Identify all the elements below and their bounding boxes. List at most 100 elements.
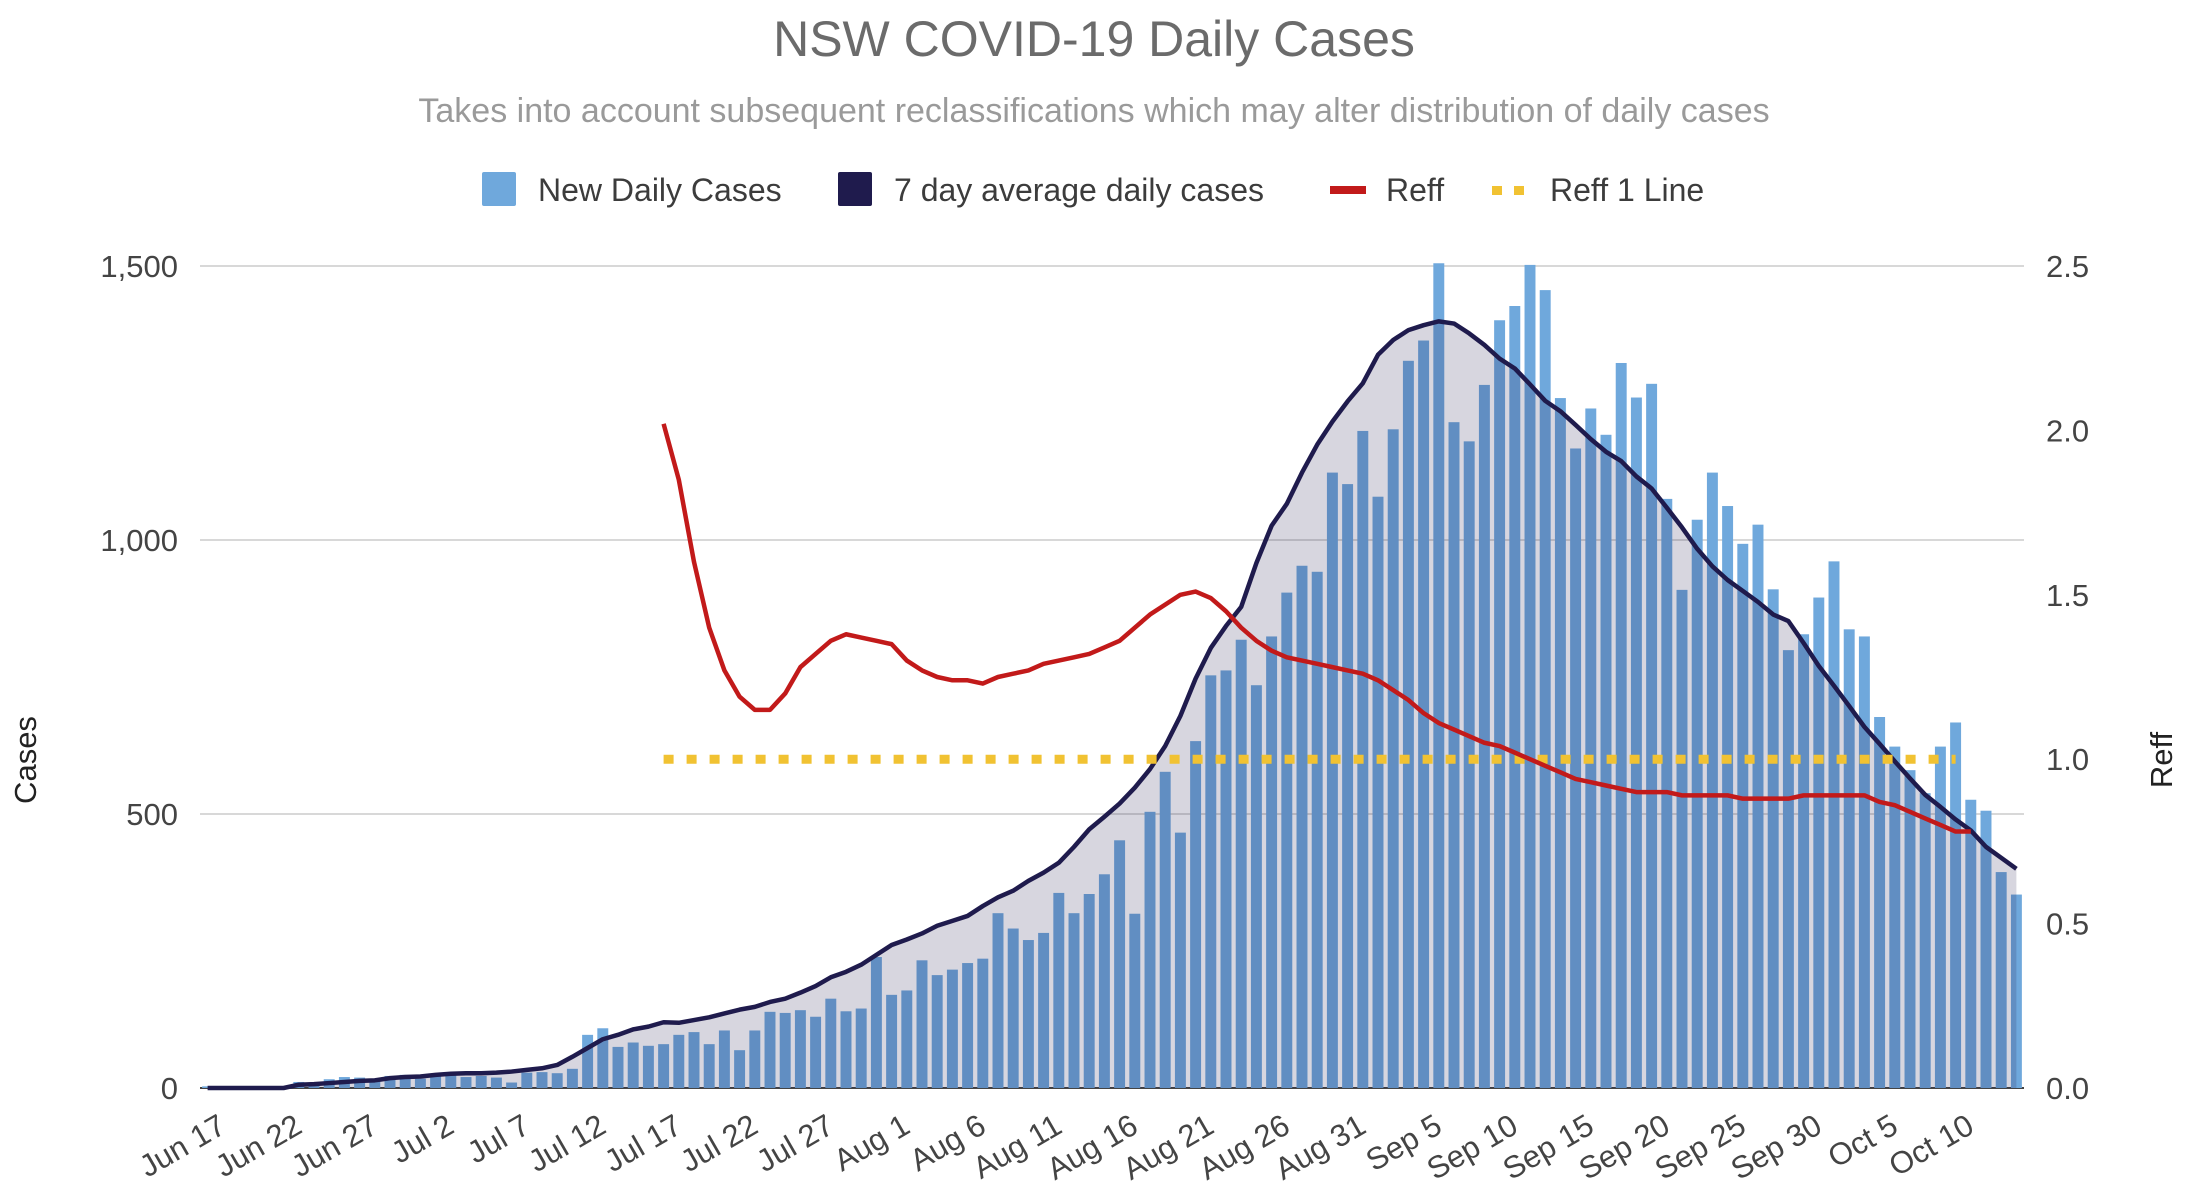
bar-day-72 — [1296, 565, 1308, 1088]
average-area-fill — [207, 321, 2017, 1088]
bar-day-115 — [1950, 722, 1962, 1088]
bar-day-67 — [1220, 670, 1232, 1088]
bar-day-81 — [1433, 263, 1445, 1088]
bar-day-86 — [1509, 306, 1521, 1088]
bar-day-66 — [1205, 675, 1217, 1088]
bar-day-109 — [1858, 636, 1870, 1088]
average-area — [207, 321, 2017, 1088]
bar-day-23 — [551, 1073, 563, 1088]
bar-day-103 — [1767, 589, 1779, 1088]
legend-label-new-daily-cases: New Daily Cases — [538, 172, 782, 208]
legend: New Daily Cases 7 day average daily case… — [482, 172, 1704, 208]
y2-tick-label: 2.0 — [2046, 413, 2089, 448]
bar-day-94 — [1630, 397, 1642, 1088]
bar-day-117 — [1980, 810, 1992, 1088]
bar-day-77 — [1372, 496, 1384, 1088]
bar-day-59 — [1098, 874, 1110, 1088]
legend-swatch-reff-1-line-dot-1 — [1492, 186, 1502, 195]
bar-day-118 — [1995, 872, 2007, 1088]
x-tick-label: Jun 17 — [133, 1107, 231, 1184]
bar-day-13 — [399, 1074, 411, 1088]
bar-day-112 — [1904, 770, 1916, 1088]
bar-day-54 — [1022, 940, 1034, 1088]
bar-day-49 — [946, 969, 958, 1088]
bar-day-37 — [764, 1011, 776, 1088]
x-tick-label: Jul 7 — [461, 1107, 535, 1170]
bar-day-55 — [1038, 932, 1050, 1088]
bar-day-101 — [1737, 543, 1749, 1088]
bar-day-73 — [1311, 571, 1323, 1088]
bar-day-105 — [1798, 634, 1810, 1088]
bar-day-53 — [1007, 928, 1019, 1088]
bar-day-11 — [369, 1079, 381, 1088]
line-reff — [661, 423, 1971, 834]
bar-day-90 — [1570, 448, 1582, 1088]
bar-day-95 — [1646, 383, 1658, 1088]
bar-day-56 — [1053, 892, 1065, 1088]
line-7-day-average — [207, 319, 2018, 1091]
bar-day-19 — [490, 1077, 502, 1088]
bar-day-20 — [506, 1082, 518, 1088]
y-axis-label: Cases — [8, 716, 43, 804]
y2-tick-label: 0.5 — [2046, 907, 2089, 942]
bar-day-48 — [931, 975, 943, 1088]
bar-day-62 — [1144, 811, 1156, 1088]
bar-day-68 — [1235, 639, 1247, 1088]
y-tick-label: 1,500 — [100, 249, 178, 284]
bar-day-99 — [1706, 472, 1718, 1088]
y2-axis-label: Reff — [2144, 731, 2179, 788]
bar-day-65 — [1190, 741, 1202, 1088]
legend-swatch-reff-1-line-dot-2 — [1514, 186, 1524, 195]
bar-day-119 — [2010, 894, 2022, 1088]
bar-day-63 — [1159, 771, 1171, 1088]
bar-day-75 — [1342, 484, 1354, 1088]
legend-label-reff: Reff — [1386, 172, 1444, 208]
chart-title: NSW COVID-19 Daily Cases — [773, 11, 1415, 67]
legend-swatch-reff — [1330, 186, 1366, 194]
bar-day-91 — [1585, 408, 1597, 1089]
legend-label-7-day-average: 7 day average daily cases — [894, 172, 1264, 208]
bar-day-87 — [1524, 264, 1536, 1088]
bar-day-51 — [977, 958, 989, 1088]
x-tick-label: Jul 27 — [750, 1107, 839, 1179]
bar-day-21 — [521, 1072, 533, 1088]
x-tick-label: Jul 2 — [385, 1107, 459, 1170]
bar-day-107 — [1828, 561, 1840, 1088]
bar-day-30 — [658, 1044, 670, 1088]
y-axis-left: 0 500 1,000 1,500 — [100, 249, 178, 1106]
bar-day-111 — [1889, 746, 1901, 1088]
bar-day-38 — [779, 1012, 791, 1088]
bar-day-39 — [794, 1010, 806, 1088]
bar-day-71 — [1281, 592, 1293, 1088]
y2-tick-label: 1.0 — [2046, 742, 2089, 777]
y-tick-label: 0 — [161, 1071, 178, 1106]
gridlines — [200, 265, 2024, 1089]
bar-day-35 — [734, 1050, 746, 1088]
bar-day-97 — [1676, 589, 1688, 1088]
bar-day-83 — [1463, 441, 1475, 1088]
y2-tick-label: 0.0 — [2046, 1071, 2089, 1106]
bar-day-40 — [810, 1016, 822, 1088]
bar-day-79 — [1402, 360, 1414, 1089]
legend-label-reff-1-line: Reff 1 Line — [1550, 172, 1704, 208]
bar-day-17 — [460, 1077, 472, 1088]
bar-day-108 — [1843, 629, 1855, 1088]
bar-day-69 — [1250, 685, 1262, 1088]
bar-day-102 — [1752, 524, 1764, 1088]
bar-day-32 — [688, 1032, 700, 1088]
bar-day-110 — [1874, 717, 1886, 1088]
bar-day-36 — [749, 1030, 761, 1088]
bar-day-18 — [475, 1075, 487, 1088]
x-tick-label: Jul 17 — [598, 1107, 687, 1179]
y-tick-label: 500 — [126, 797, 178, 832]
bar-day-34 — [718, 1030, 730, 1088]
x-tick-label: Jul 12 — [522, 1107, 611, 1179]
bar-day-45 — [886, 994, 898, 1088]
y2-tick-label: 1.5 — [2046, 578, 2089, 613]
bar-day-61 — [1129, 913, 1141, 1088]
bar-day-29 — [642, 1045, 654, 1088]
bar-day-93 — [1615, 362, 1627, 1089]
bar-day-58 — [1083, 894, 1095, 1088]
chart-subtitle: Takes into account subsequent reclassifi… — [418, 92, 1769, 130]
